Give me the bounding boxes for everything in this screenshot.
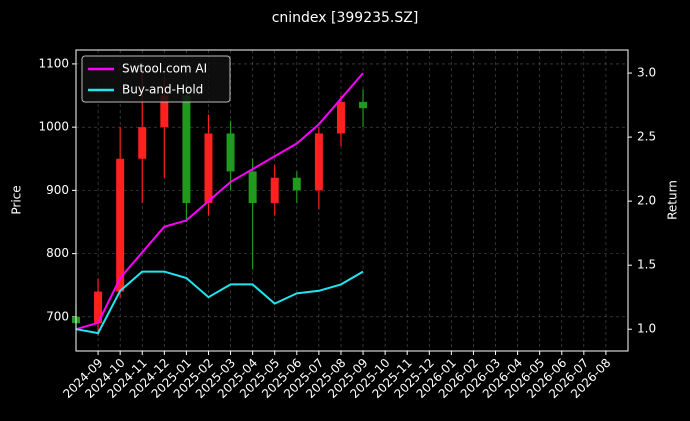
y-tick-label: 900 <box>46 183 69 197</box>
y2-tick-label: 1.0 <box>637 322 656 336</box>
candle-body <box>204 133 213 204</box>
y2-tick-label: 2.0 <box>637 194 656 208</box>
y-axis-label: Price <box>10 185 24 214</box>
y2-tick-label: 3.0 <box>637 66 656 80</box>
candle-body <box>160 95 169 128</box>
candle-body <box>94 291 103 324</box>
legend: Swtool.com AI Buy-and-Hold <box>81 55 231 103</box>
y2-tick-label: 1.5 <box>637 258 656 272</box>
legend-box <box>81 55 231 103</box>
candle-body <box>226 133 235 172</box>
legend-label: Buy-and-Hold <box>122 83 203 97</box>
y-tick-label: 1000 <box>38 120 69 134</box>
candle-body <box>248 171 257 204</box>
plot-frame <box>75 49 629 352</box>
y2-tick-label: 2.5 <box>637 130 656 144</box>
y-tick-label: 1100 <box>38 56 69 70</box>
line-series <box>75 72 364 331</box>
legend-label: Swtool.com AI <box>122 62 207 76</box>
candle-body <box>116 158 125 292</box>
chart-title: cnindex [399235.SZ] <box>272 10 419 26</box>
y2-axis-label: Return <box>666 180 680 220</box>
line-series <box>75 270 364 335</box>
candle-body <box>336 101 345 134</box>
candle-body <box>138 127 147 159</box>
candle-body <box>182 95 191 204</box>
y-tick-label: 800 <box>46 246 69 260</box>
candle-body <box>359 101 368 109</box>
candle-body <box>270 177 279 204</box>
candle-body <box>314 133 323 191</box>
y-tick-label: 700 <box>46 309 69 323</box>
candle-body <box>292 177 301 191</box>
